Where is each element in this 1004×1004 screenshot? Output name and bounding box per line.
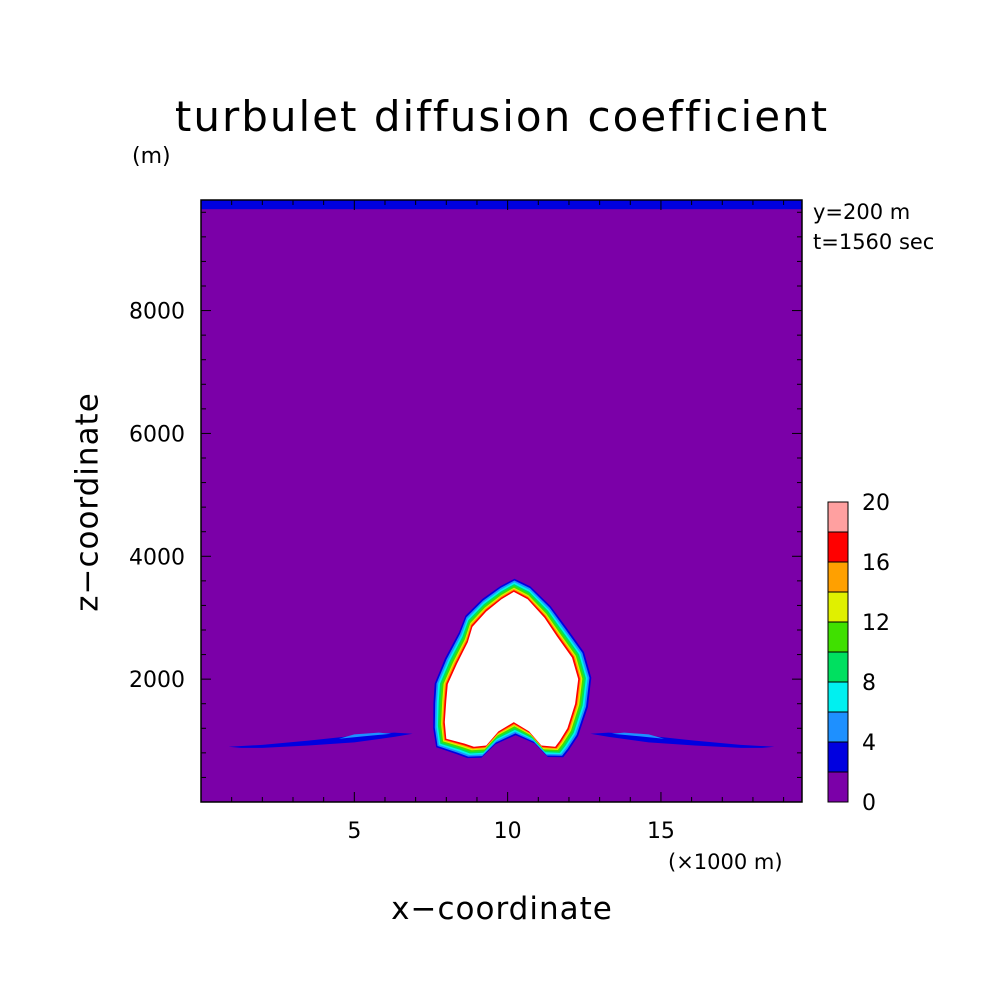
chart-title: turbulet diffusion coefficient bbox=[174, 92, 830, 141]
x-tick-label: 10 bbox=[494, 819, 522, 844]
colorbar-tick-label: 16 bbox=[862, 551, 890, 576]
colorbar-swatch bbox=[827, 501, 849, 533]
axes: 5 10 15 2000 4000 6000 8000 bbox=[129, 199, 803, 844]
plot-area bbox=[201, 200, 802, 802]
x-tick-label: 15 bbox=[647, 819, 675, 844]
y-tick-label: 4000 bbox=[129, 545, 185, 570]
plume-core bbox=[444, 591, 579, 747]
colorbar-swatch bbox=[827, 621, 849, 653]
annotation-y-position: y=200 m bbox=[813, 200, 911, 224]
contour-fills bbox=[201, 200, 802, 802]
x-unit-label: (×1000 m) bbox=[668, 850, 783, 874]
top-layer-band bbox=[201, 200, 802, 210]
colorbar-swatch bbox=[827, 531, 849, 563]
left-shear-band-inner bbox=[339, 732, 392, 739]
colorbar-tick-label: 0 bbox=[862, 791, 876, 816]
colorbar-swatch bbox=[827, 681, 849, 713]
colorbar-tick-label: 12 bbox=[862, 611, 890, 636]
x-tick-label: 5 bbox=[347, 819, 361, 844]
right-shear-band-inner bbox=[611, 732, 664, 739]
colorbar-tick-label: 20 bbox=[862, 491, 890, 516]
annotation-time: t=1560 sec bbox=[813, 230, 935, 254]
colorbar-swatch bbox=[827, 561, 849, 593]
plot-frame bbox=[200, 199, 803, 803]
colorbar-tick-label: 8 bbox=[862, 671, 876, 696]
colorbar-swatch bbox=[827, 741, 849, 773]
left-shear-band-outer bbox=[228, 732, 413, 748]
y-tick-label: 8000 bbox=[129, 300, 185, 325]
y-tick-label: 2000 bbox=[129, 668, 185, 693]
right-shear-band-outer bbox=[590, 732, 775, 748]
y-tick-label: 6000 bbox=[129, 422, 185, 447]
x-axis-label: x−coordinate bbox=[391, 891, 613, 927]
colorbar-swatch bbox=[827, 651, 849, 683]
colorbar-swatch bbox=[827, 771, 849, 803]
colorbar-swatch bbox=[827, 591, 849, 623]
z-unit-label: (m) bbox=[132, 144, 171, 169]
colorbar-tick-label: 4 bbox=[862, 731, 876, 756]
colorbar: 0 4 8 12 16 20 bbox=[827, 491, 890, 816]
colorbar-swatch bbox=[827, 711, 849, 743]
